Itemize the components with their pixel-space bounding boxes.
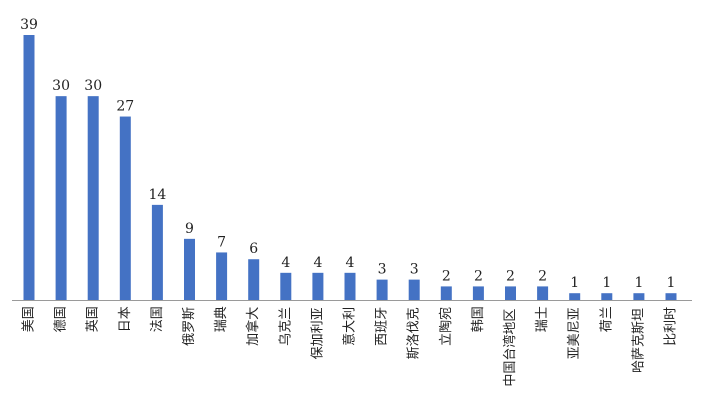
category-label-20: 比利时 bbox=[664, 307, 679, 346]
value-label-1: 30 bbox=[52, 78, 70, 94]
value-label-7: 6 bbox=[249, 241, 258, 257]
category-label-17: 亚美尼亚 bbox=[567, 307, 582, 359]
value-label-17: 1 bbox=[570, 275, 579, 291]
value-label-11: 3 bbox=[378, 262, 387, 278]
value-label-15: 2 bbox=[506, 268, 515, 284]
bar-1 bbox=[55, 96, 67, 301]
value-label-14: 2 bbox=[474, 268, 483, 284]
bar-15 bbox=[505, 286, 516, 300]
value-label-2: 30 bbox=[84, 78, 102, 94]
value-label-10: 4 bbox=[346, 255, 355, 271]
bar-4 bbox=[151, 204, 163, 300]
value-label-9: 4 bbox=[313, 255, 322, 271]
category-label-5: 俄罗斯 bbox=[182, 307, 197, 346]
bar-6 bbox=[216, 252, 228, 300]
category-label-19: 哈萨克斯坦 bbox=[631, 308, 646, 373]
value-label-5: 9 bbox=[185, 221, 194, 237]
value-label-6: 7 bbox=[217, 234, 226, 250]
bar-9 bbox=[312, 272, 324, 300]
bar-13 bbox=[440, 286, 452, 300]
value-label-3: 27 bbox=[116, 99, 134, 115]
bar-16 bbox=[537, 286, 549, 300]
bar-17 bbox=[569, 293, 581, 300]
category-label-9: 保加利亚 bbox=[310, 307, 325, 359]
category-label-11: 西班牙 bbox=[375, 307, 390, 346]
value-label-8: 4 bbox=[281, 255, 290, 271]
category-label-4: 法国 bbox=[150, 306, 165, 332]
bar-7 bbox=[248, 259, 260, 300]
category-label-18: 荷兰 bbox=[599, 306, 614, 332]
category-labels-group: 美国 德国 英国 日本 法国 俄罗斯 瑞典 加拿大 乌克兰 保加利亚 意大利 西班牙 斯洛伐克 立陶宛 韩国… bbox=[22, 306, 679, 386]
value-label-12: 3 bbox=[410, 262, 419, 278]
bars-group bbox=[23, 35, 677, 301]
category-label-1: 德国 bbox=[54, 306, 69, 332]
value-label-19: 1 bbox=[634, 275, 643, 291]
category-label-3: 日本 bbox=[118, 306, 133, 332]
category-label-8: 乌克兰 bbox=[277, 307, 293, 346]
category-label-0: 美国 bbox=[22, 306, 37, 332]
value-label-20: 1 bbox=[667, 275, 676, 291]
category-label-15: 中国台湾地区 bbox=[502, 309, 518, 387]
value-label-0: 39 bbox=[20, 17, 38, 33]
value-label-16: 2 bbox=[538, 268, 547, 284]
bar-14 bbox=[472, 286, 484, 300]
bar-5 bbox=[184, 238, 195, 300]
bar-10 bbox=[344, 272, 356, 300]
value-labels-group: 39 30 30 27 14 9 7 6 4 4 4 3 3 2 2 2 2 1 1 1 1 bbox=[20, 17, 675, 291]
category-label-12: 斯洛伐克 bbox=[407, 307, 422, 359]
category-label-10: 意大利 bbox=[342, 307, 358, 346]
value-label-18: 1 bbox=[602, 275, 611, 291]
category-label-7: 加拿大 bbox=[245, 307, 261, 346]
category-label-14: 韩国 bbox=[471, 306, 486, 332]
bar-20 bbox=[665, 293, 677, 300]
category-label-6: 瑞典 bbox=[214, 306, 229, 332]
category-label-16: 瑞士 bbox=[535, 306, 550, 332]
bar-19 bbox=[633, 293, 645, 300]
bar-0 bbox=[23, 35, 35, 300]
bar-3 bbox=[119, 116, 131, 301]
category-label-2: 英国 bbox=[86, 306, 101, 332]
bar-11 bbox=[376, 279, 388, 300]
value-label-13: 2 bbox=[442, 268, 451, 284]
bar-18 bbox=[601, 293, 613, 300]
bar-12 bbox=[408, 279, 420, 300]
value-label-4: 14 bbox=[148, 187, 166, 203]
category-label-13: 立陶宛 bbox=[438, 307, 454, 346]
bar-8 bbox=[280, 272, 292, 300]
bar-2 bbox=[87, 96, 99, 301]
